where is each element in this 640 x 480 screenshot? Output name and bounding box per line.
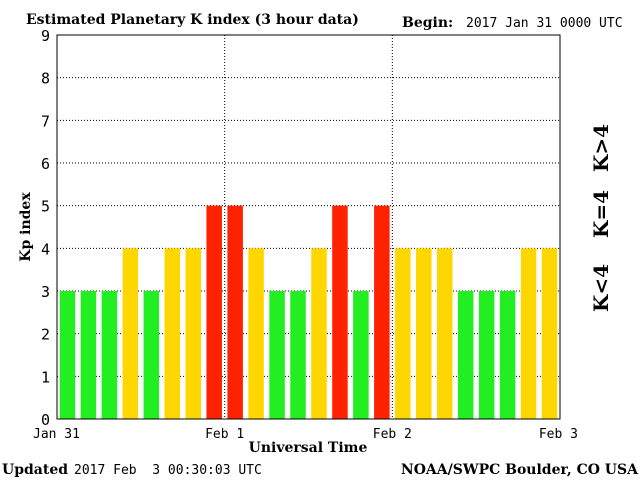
- y-tick-label: 6: [41, 155, 50, 173]
- begin-label: Begin:: [402, 15, 453, 31]
- y-tick-label: 3: [41, 283, 50, 301]
- kp-bar: [332, 205, 348, 419]
- source-credit: NOAA/SWPC Boulder, CO USA: [401, 462, 639, 478]
- y-tick-label: 0: [41, 411, 50, 429]
- kp-bar: [227, 205, 243, 419]
- y-tick-label: 4: [41, 240, 50, 258]
- kp-bar: [248, 248, 264, 419]
- kp-bar: [206, 205, 222, 419]
- kp-bar: [353, 291, 369, 419]
- y-tick-label: 8: [41, 70, 50, 88]
- updated-value: 2017 Feb 3 00:30:03 UTC: [74, 463, 262, 478]
- y-tick-labels: 0 1 2 3 4 5 6 7 8 9: [41, 27, 50, 429]
- x-tick-label: Feb 3: [539, 427, 578, 442]
- kp-bar: [122, 248, 139, 419]
- x-axis-label: Universal Time: [249, 440, 368, 456]
- kp-bar: [101, 291, 118, 419]
- legend-high: K>4: [589, 124, 613, 172]
- kp-bar: [374, 205, 390, 419]
- updated-label: Updated: [2, 462, 68, 478]
- kp-bar: [395, 248, 411, 419]
- kp-bar: [290, 291, 306, 419]
- y-tick-label: 5: [41, 198, 50, 216]
- kp-bar: [185, 248, 201, 419]
- kp-bar: [520, 248, 537, 419]
- x-tick-label: Feb 2: [373, 427, 412, 442]
- chart-title: Estimated Planetary K index (3 hour data…: [26, 12, 359, 28]
- y-tick-label: 7: [41, 112, 50, 130]
- kp-bar: [269, 291, 285, 419]
- kp-bar: [59, 291, 76, 419]
- x-tick-label: Feb 1: [205, 427, 244, 442]
- begin-value: 2017 Jan 31 0000 UTC: [466, 16, 623, 31]
- y-axis-label: Kp index: [18, 192, 34, 262]
- kp-bar: [436, 248, 453, 419]
- kp-bar: [478, 291, 495, 419]
- kp-bar: [541, 248, 558, 419]
- kp-bar: [143, 291, 160, 419]
- kp-bar: [457, 291, 474, 419]
- bars: [59, 205, 558, 419]
- legend-mid: K=4: [589, 190, 613, 238]
- y-tick-label: 2: [41, 326, 50, 344]
- kp-bar: [164, 248, 181, 419]
- kp-bar: [499, 291, 516, 419]
- grid-lines: [57, 35, 560, 419]
- kp-bar: [80, 291, 97, 419]
- x-tick-label: Jan 31: [33, 427, 80, 442]
- y-tick-label: 9: [41, 27, 50, 45]
- kp-bar: [311, 248, 327, 419]
- kp-bar: [416, 248, 432, 419]
- legend-low: K<4: [589, 264, 613, 312]
- y-tick-label: 1: [41, 368, 50, 386]
- plot-frame: [56, 34, 561, 420]
- x-tick-labels: Jan 31 Feb 1 Feb 2 Feb 3: [33, 427, 578, 442]
